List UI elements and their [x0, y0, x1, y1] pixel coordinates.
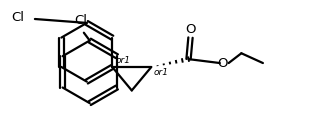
Text: O: O [185, 23, 196, 36]
Text: Cl: Cl [11, 11, 25, 24]
Text: or1: or1 [115, 56, 130, 65]
Text: O: O [217, 57, 227, 70]
Text: Cl: Cl [74, 14, 87, 27]
Text: or1: or1 [153, 68, 168, 77]
